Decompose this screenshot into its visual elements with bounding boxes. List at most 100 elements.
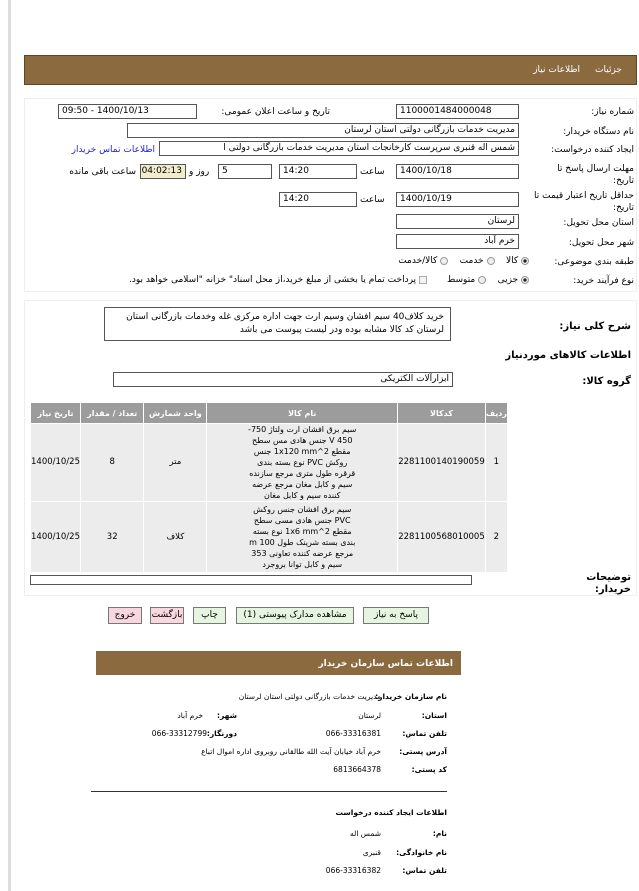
group-field[interactable]: ابزارآلات الکتریکی (113, 372, 453, 387)
process-radio-group: جزیی متوسط پرداخت تمام یا بخشی از مبلغ خ… (129, 275, 529, 285)
contact-province-label: استان: (421, 711, 447, 720)
contact-address: خرم آباد خیابان آیت الله طالقانی روبروی … (201, 747, 381, 756)
category-both-label: کالا/خدمت (398, 256, 438, 266)
contact-phone-label: تلفن تماس: (402, 729, 447, 738)
col-unit: واحد شمارش (144, 403, 207, 423)
tab-need-info[interactable]: اطلاعات نیاز (533, 65, 580, 75)
back-button[interactable]: بازگشت (150, 607, 184, 624)
row-qty: 8 (81, 424, 144, 501)
creator-phone: 066-33316382 (325, 866, 381, 875)
buyer-contact-link[interactable]: اطلاعات تماس خریدار (71, 145, 155, 155)
group-label: گروه کالا: (582, 376, 631, 387)
announce-field[interactable]: 1400/10/13 - 09:50 (58, 104, 197, 119)
process-radio-medium[interactable] (478, 275, 487, 284)
tab-details[interactable]: جزئیات (595, 65, 622, 75)
category-radio-goods[interactable] (521, 256, 529, 265)
contact-fax: 066-33312799 (151, 729, 207, 738)
creator-field[interactable]: شمس اله قنبری سرپرست کارخانجات استان مدی… (159, 141, 519, 156)
remaining-label: ساعت باقی مانده (69, 167, 136, 177)
city-field[interactable]: خرم آباد (396, 234, 519, 249)
table-header: ردیف کدکالا نام کالا واحد شمارش تعداد / … (31, 403, 507, 423)
row-code: 2281100568010005 (398, 502, 485, 572)
contact-fax-label: دورنگار: (206, 729, 237, 738)
validity-label: حداقل تاریخ اعتبار قیمت تا تاریخ: (534, 191, 634, 213)
creator-family-label: نام خانوادگی: (396, 848, 447, 857)
notes-field[interactable] (30, 575, 472, 585)
remaining-timer: 04:02:13 (140, 164, 186, 179)
contact-phone: 066-33316381 (325, 729, 381, 738)
province-field[interactable]: لرستان (396, 214, 519, 229)
reply-button[interactable]: پاسخ به نیاز (363, 607, 429, 624)
attachments-button[interactable]: مشاهده مدارک پیوستی (1) (236, 607, 354, 624)
page-border (8, 0, 11, 891)
need-number-field[interactable]: 1100001484000048 (396, 104, 519, 119)
creator-phone-label: تلفن تماس: (402, 866, 447, 875)
need-number-label: شماره نیاز: (591, 107, 634, 117)
days-field[interactable]: 5 (218, 164, 272, 179)
city-label: شهر محل تحویل: (568, 238, 634, 248)
process-radio-minor[interactable] (521, 275, 529, 284)
validity-time-field[interactable]: 14:20 (279, 192, 357, 207)
process-medium-label: متوسط (446, 275, 476, 285)
treasury-payment-checkbox[interactable] (418, 275, 427, 284)
summary-field: خرید کلاف40 سیم افشان وسیم ارت جهت اداره… (104, 307, 451, 341)
col-date: تاریخ نیاز (31, 403, 80, 423)
payment-note: پرداخت تمام یا بخشی از مبلغ خرید،از محل … (129, 275, 417, 285)
col-row: ردیف (485, 403, 507, 423)
contact-header: اطلاعات تماس سازمان خریدار (96, 651, 461, 675)
summary-label: شرح کلی نیاز: (559, 321, 631, 332)
row-qty: 32 (81, 502, 144, 572)
buyer-org-label: نام دستگاه خریدار: (563, 127, 634, 137)
category-radio-service[interactable] (486, 256, 495, 265)
row-unit: کلاف (144, 502, 207, 572)
creator-title: اطلاعات ایجاد کننده درخواست (335, 808, 447, 817)
announce-label: تاریخ و ساعت اعلان عمومی: (221, 107, 330, 117)
row-date: 1400/10/25 (31, 424, 80, 501)
contact-postal-label: کد پستی: (411, 765, 447, 774)
buyer-org-field[interactable]: مدیریت خدمات بازرگانی دولتی استان لرستان (127, 123, 519, 138)
contact-city: خرم آباد (177, 711, 203, 720)
row-code: 2281100140190059 (398, 424, 485, 501)
table-row: 1 2281100140190059 سیم برق افشان ارت ولت… (31, 424, 507, 501)
contact-address-label: آدرس پستی: (399, 747, 447, 756)
exit-button[interactable]: خروج (108, 607, 142, 624)
row-unit: متر (144, 424, 207, 501)
deadline-date-field[interactable]: 1400/10/18 (396, 164, 519, 179)
category-service-label: خدمت (459, 256, 484, 266)
validity-time-label: ساعت (360, 195, 385, 205)
contact-province: لرستان (358, 711, 381, 720)
deadline-time-field[interactable]: 14:20 (279, 164, 357, 179)
category-radio-both[interactable] (440, 256, 449, 265)
col-code: کدکالا (398, 403, 485, 423)
contact-org-label: نام سازمان خریدار: (375, 692, 447, 701)
goods-table: ردیف کدکالا نام کالا واحد شمارش تعداد / … (30, 402, 508, 573)
contact-city-label: شهر: (217, 711, 237, 720)
validity-date-field[interactable]: 1400/10/19 (396, 192, 519, 207)
print-button[interactable]: چاپ (193, 607, 226, 624)
creator-family: قنبری (362, 848, 381, 857)
row-date: 1400/10/25 (31, 502, 80, 572)
deadline-label: مهلت ارسال پاسخ تا تاریخ: (557, 164, 634, 186)
creator-name: شمس اله (350, 829, 381, 838)
contact-postal: 6813664378 (333, 765, 381, 774)
days-label: روز و (189, 167, 210, 177)
divider (91, 791, 447, 792)
contact-org: مدیریت خدمات بازرگانی دولتی استان لرستان (238, 692, 381, 701)
row-name: سیم برق افشان ارت ولتاژ 750-450 V جنس ها… (207, 424, 398, 501)
page-header: جزئیات اطلاعات نیاز (24, 55, 637, 85)
process-label: نوع فرآیند خرید: (573, 276, 634, 286)
col-qty: تعداد / مقدار (81, 403, 144, 423)
goods-title: اطلاعات کالاهای موردنیاز (505, 350, 631, 361)
table-row: 2 2281100568010005 سیم برق افشان جنس روک… (31, 502, 507, 572)
row-number: 1 (485, 424, 507, 501)
deadline-time-label: ساعت (360, 167, 385, 177)
notes-label: توضیحات خریدار: (586, 572, 631, 595)
creator-label: ایجاد کننده درخواست: (551, 145, 634, 155)
row-number: 2 (485, 502, 507, 572)
category-label: طبقه بندی موضوعی: (554, 257, 634, 267)
process-minor-label: جزیی (497, 275, 519, 285)
row-name: سیم برق افشان جنس روکش PVC جنس هادی مسی … (207, 502, 398, 572)
category-radio-group: کالا خدمت کالا/خدمت (398, 256, 529, 266)
province-label: استان محل تحویل: (563, 218, 634, 228)
creator-name-label: نام: (432, 829, 447, 838)
